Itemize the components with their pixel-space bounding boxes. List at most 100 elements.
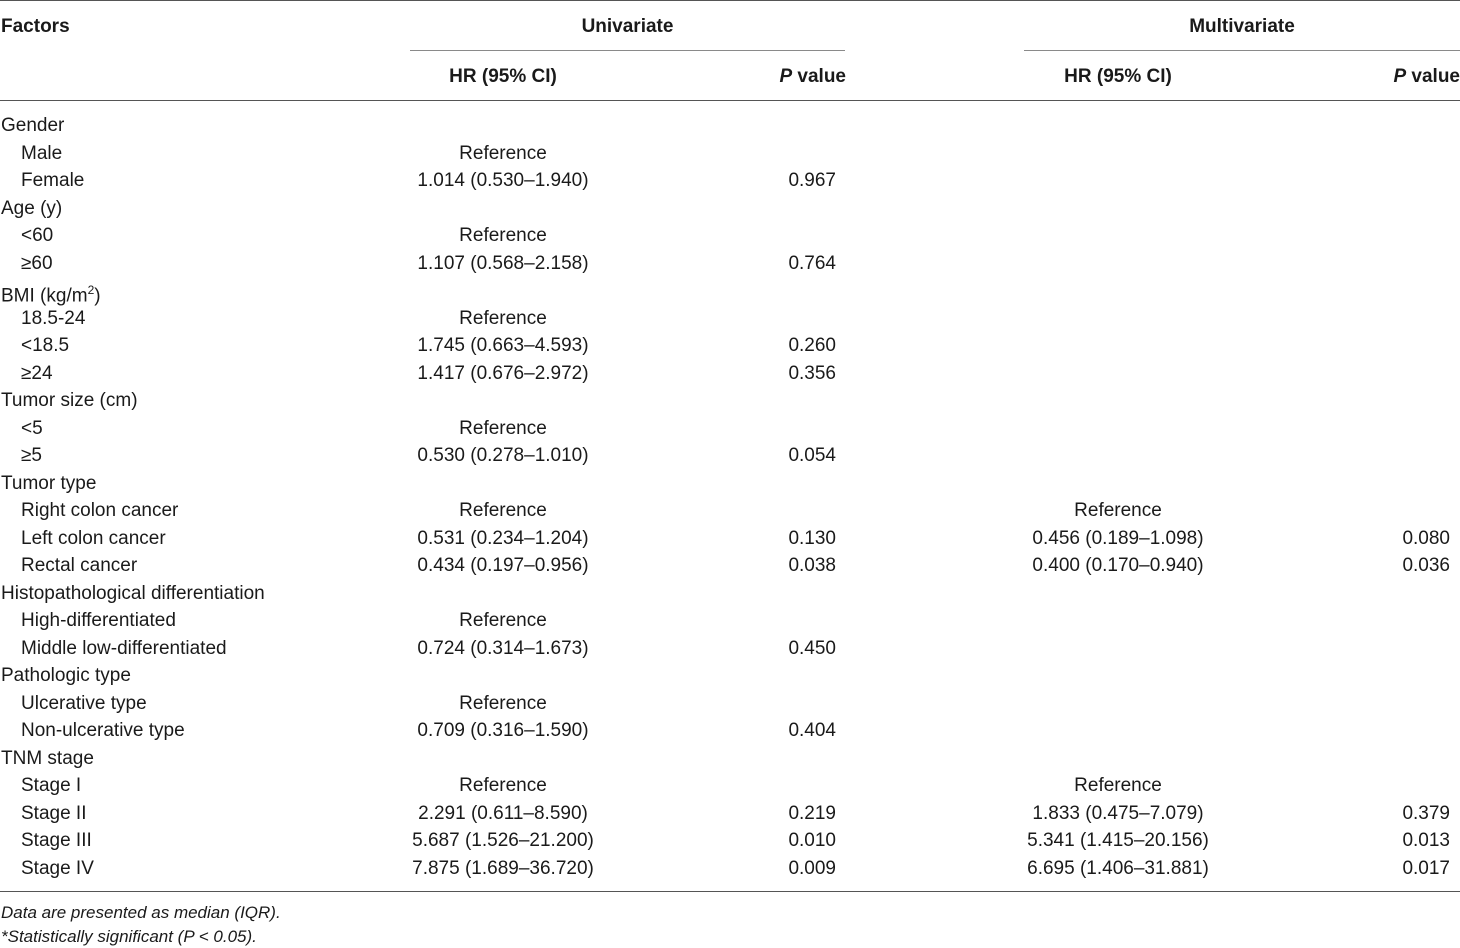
multivariate-hr-cell: 0.456 (0.189–1.098) (1032, 527, 1204, 549)
row-label: Middle low-differentiated (21, 637, 227, 659)
univariate-hr-cell: Reference (459, 142, 547, 164)
multivariate-hr-cell: Reference (1074, 500, 1162, 521)
table-row: Left colon cancer 0.531 (0.234–1.204) 0.13… (0, 525, 1460, 553)
p-rest: value (1406, 66, 1460, 87)
row-label: ≥60 (21, 252, 53, 274)
univariate-p-cell: 0.404 (788, 720, 836, 741)
multivariate-p-cell: 0.013 (1402, 830, 1450, 851)
univariate-hr-cell: 0.709 (0.316–1.590) (417, 720, 589, 741)
p-italic: P (1393, 66, 1407, 87)
multivariate-hr-cell: 1.833 (0.475–7.079) (1032, 802, 1204, 824)
header-factors: Factors (1, 16, 70, 37)
univariate-p-cell: 0.356 (788, 362, 836, 384)
table-row: 18.5-24 Reference (0, 305, 1460, 333)
univariate-hr-cell: Reference (459, 610, 547, 631)
multivariate-p-cell: 0.379 (1402, 802, 1450, 824)
row-label: Gender (1, 115, 65, 136)
table-row: Tumor size (cm) (0, 387, 1460, 415)
row-label: Left colon cancer (21, 527, 166, 549)
table-row: Male Reference (0, 140, 1460, 168)
table-row: <60 Reference (0, 222, 1460, 250)
univariate-hr-cell: 0.724 (0.314–1.673) (417, 637, 589, 659)
table-row: TNM stage (0, 745, 1460, 773)
univariate-hr-cell: 1.014 (0.530–1.940) (417, 170, 589, 191)
row-label-superscript: 2 (87, 283, 95, 297)
table-row: Pathologic type (0, 662, 1460, 690)
row-label: Rectal cancer (21, 555, 138, 576)
row-label: Stage I (21, 775, 82, 796)
header-univariate-hr: HR (95% CI) (449, 66, 557, 87)
row-label: Pathologic type (1, 665, 131, 686)
univariate-hr-cell: Reference (459, 225, 547, 246)
row-label: Male (21, 142, 63, 164)
table-row: BMI (kg/m2) (0, 277, 1460, 306)
multivariate-p-cell: 0.080 (1402, 527, 1450, 549)
table-row: Histopathological differentiation (0, 580, 1460, 608)
univariate-p-cell: 0.764 (788, 252, 836, 274)
row-label: Ulcerative type (21, 692, 147, 714)
univariate-hr-cell: 1.107 (0.568–2.158) (417, 252, 589, 274)
univariate-hr-cell: 1.745 (0.663–4.593) (417, 335, 589, 356)
univariate-hr-cell: Reference (459, 692, 547, 714)
univariate-hr-cell: 1.417 (0.676–2.972) (417, 362, 589, 384)
row-label: TNM stage (1, 747, 94, 769)
row-label: Age (y) (1, 197, 63, 219)
multivariate-hr-cell: 6.695 (1.406–31.881) (1027, 857, 1209, 879)
multivariate-hr-cell: Reference (1074, 775, 1162, 796)
univariate-p-cell: 0.054 (788, 445, 836, 466)
header-univariate-p: P value (700, 66, 846, 88)
multivariate-p-cell: 0.036 (1402, 555, 1450, 576)
header-multivariate-p: P value (1310, 66, 1460, 88)
row-label: Stage III (21, 830, 92, 851)
multivariate-hr-cell: 0.400 (0.170–0.940) (1032, 555, 1204, 576)
row-label: Right colon cancer (21, 500, 179, 521)
table-row: Middle low-differentiated 0.724 (0.314–1.… (0, 635, 1460, 663)
footnote-data: Data are presented as median (IQR). (1, 903, 281, 922)
univariate-hr-cell: 0.531 (0.234–1.204) (417, 527, 589, 549)
univariate-hr-cell: 0.434 (0.197–0.956) (417, 555, 589, 576)
multivariate-hr-cell: 5.341 (1.415–20.156) (1027, 830, 1209, 851)
table-row: High-differentiated Reference (0, 607, 1460, 635)
multivariate-underline (1024, 50, 1460, 51)
row-label: BMI (kg/m2) (1, 277, 101, 310)
bottom-rule (0, 891, 1460, 892)
table-row: Stage IV 7.875 (1.689–36.720) 0.009 6.695 (… (0, 855, 1460, 883)
table-row: Age (y) (0, 195, 1460, 223)
header-multivariate-hr: HR (95% CI) (1064, 66, 1172, 87)
table-body: Gender Male Reference Female 1.014 (0.530–1.… (0, 112, 1460, 882)
table-row: ≥24 1.417 (0.676–2.972) 0.356 (0, 360, 1460, 388)
top-rule (0, 0, 1460, 1)
table-row: Right colon cancer Reference Reference (0, 497, 1460, 525)
table-row: Female 1.014 (0.530–1.940) 0.967 (0, 167, 1460, 195)
univariate-underline (410, 50, 845, 51)
row-label: <60 (21, 225, 54, 246)
table-row: Gender (0, 112, 1460, 140)
row-label-end: ) (94, 285, 101, 307)
univariate-hr-cell: Reference (459, 500, 547, 521)
row-label: Tumor type (1, 472, 97, 494)
univariate-p-cell: 0.009 (788, 857, 836, 879)
table-row: Rectal cancer 0.434 (0.197–0.956) 0.038 0.4… (0, 552, 1460, 580)
header-univariate: Univariate (581, 16, 674, 37)
row-label: High-differentiated (21, 610, 176, 631)
table-row: Stage I Reference Reference (0, 772, 1460, 800)
row-label: Tumor size (cm) (1, 390, 138, 411)
row-label: Non-ulcerative type (21, 720, 185, 741)
row-label: Stage II (21, 802, 87, 824)
header-multivariate: Multivariate (1189, 16, 1295, 37)
univariate-p-cell: 0.260 (788, 335, 836, 356)
p-italic: P (779, 66, 793, 87)
multivariate-p-cell: 0.017 (1402, 857, 1450, 879)
row-label-text: BMI (kg/m (1, 285, 88, 307)
table-row: <18.5 1.745 (0.663–4.593) 0.260 (0, 332, 1460, 360)
univariate-p-cell: 0.219 (788, 802, 836, 824)
univariate-hr-cell: 5.687 (1.526–21.200) (412, 830, 594, 851)
table-row: Stage II 2.291 (0.611–8.590) 0.219 1.833 (0… (0, 800, 1460, 828)
univariate-hr-cell: Reference (459, 775, 547, 796)
row-label: ≥24 (21, 362, 53, 384)
table-row: ≥5 0.530 (0.278–1.010) 0.054 (0, 442, 1460, 470)
header-bottom-rule (0, 100, 1460, 101)
table-row: Non-ulcerative type 0.709 (0.316–1.590) 0.… (0, 717, 1460, 745)
univariate-hr-cell: Reference (459, 417, 547, 439)
row-label: <5 (21, 417, 43, 439)
